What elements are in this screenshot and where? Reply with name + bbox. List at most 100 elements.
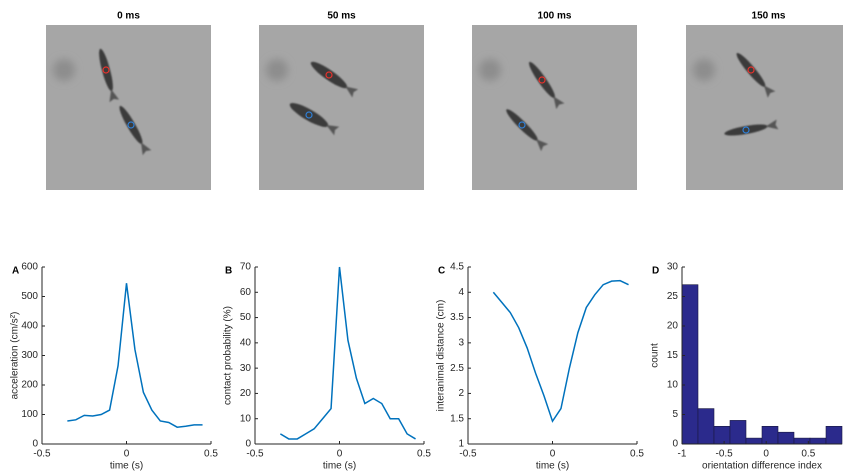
shadow-spot bbox=[479, 59, 501, 81]
fish-tail bbox=[109, 89, 120, 103]
x-axis-label: time (s) bbox=[323, 461, 356, 472]
fish bbox=[736, 52, 776, 98]
fish-body bbox=[99, 48, 113, 92]
y-tick-label: 50 bbox=[240, 312, 252, 323]
x-tick-label: 0.5 bbox=[417, 449, 431, 460]
x-tick-label: 0.5 bbox=[801, 449, 815, 460]
photo-title: 50 ms bbox=[327, 11, 356, 22]
histogram-bar bbox=[681, 284, 699, 445]
x-tick-label: 0 bbox=[763, 449, 769, 460]
x-axis-label: time (s) bbox=[110, 461, 143, 472]
x-tick-label: 0 bbox=[124, 449, 130, 460]
fish-tail bbox=[345, 86, 359, 98]
fish bbox=[310, 61, 359, 98]
y-tick-label: 0 bbox=[32, 439, 38, 450]
fish-body bbox=[528, 61, 556, 99]
histogram-bar bbox=[697, 408, 715, 445]
panel-label: A bbox=[12, 266, 19, 277]
shadow-spot bbox=[693, 59, 715, 81]
y-tick-label: 500 bbox=[21, 291, 38, 302]
fish-body bbox=[506, 109, 538, 141]
x-tick-label: -0.5 bbox=[246, 449, 264, 460]
y-tick-label: 30 bbox=[240, 363, 252, 374]
fish-tail bbox=[553, 96, 565, 110]
fish bbox=[506, 109, 549, 152]
fish-tail bbox=[765, 119, 779, 130]
fish-body bbox=[724, 124, 768, 136]
y-tick-label: 25 bbox=[667, 291, 679, 302]
x-tick-label: 0.5 bbox=[630, 449, 644, 460]
x-tick-label: -1 bbox=[678, 449, 687, 460]
x-axis-label: time (s) bbox=[536, 461, 569, 472]
chart: 1 1.5 2 2.5 3 3.5 4 4.5 -0.5 0 0.5 time (s) interani… bbox=[436, 262, 645, 472]
y-tick-label: 4 bbox=[458, 287, 464, 298]
y-tick-label: 10 bbox=[240, 413, 252, 424]
fish-tail bbox=[763, 85, 776, 98]
y-tick-label: 40 bbox=[240, 337, 252, 348]
y-axis-label: count bbox=[650, 343, 661, 368]
y-tick-label: 20 bbox=[240, 388, 252, 399]
data-line bbox=[492, 279, 629, 423]
y-axis-label: contact probability (%) bbox=[223, 306, 234, 405]
y-tick-label: 0 bbox=[245, 439, 251, 450]
photo-background bbox=[259, 25, 424, 190]
tracking-marker bbox=[127, 121, 135, 129]
fish-body bbox=[289, 103, 329, 127]
fish bbox=[119, 105, 152, 156]
fish-body bbox=[310, 61, 348, 89]
y-tick-label: 5 bbox=[672, 409, 678, 420]
photo-background bbox=[46, 25, 211, 190]
histogram-bar bbox=[793, 437, 811, 445]
histogram-bar bbox=[825, 425, 843, 445]
y-tick-label: 3 bbox=[458, 337, 464, 348]
histogram-bar bbox=[729, 420, 747, 445]
y-tick-label: 600 bbox=[21, 262, 38, 273]
tracking-marker bbox=[305, 111, 313, 119]
photo-panel bbox=[472, 25, 637, 190]
photo-title: 150 ms bbox=[752, 11, 786, 22]
photo-panel bbox=[686, 25, 843, 190]
shadow-spot bbox=[53, 59, 75, 81]
y-tick-label: 4.5 bbox=[450, 262, 464, 273]
y-tick-label: 200 bbox=[21, 380, 38, 391]
fish bbox=[289, 103, 340, 136]
photo-panel bbox=[46, 25, 211, 190]
y-tick-label: 30 bbox=[667, 262, 679, 273]
y-tick-label: 300 bbox=[21, 350, 38, 361]
y-tick-label: 400 bbox=[21, 321, 38, 332]
fish-tail bbox=[536, 139, 549, 152]
y-axis-label: acceleration (cm/s²) bbox=[10, 312, 21, 400]
y-tick-label: 2.5 bbox=[450, 363, 464, 374]
x-tick-label: 0 bbox=[337, 449, 343, 460]
photo-title: 0 ms bbox=[117, 11, 140, 22]
tracking-marker bbox=[518, 121, 526, 129]
photo-title: 100 ms bbox=[538, 11, 572, 22]
tracking-marker bbox=[102, 66, 110, 74]
y-tick-label: 100 bbox=[21, 409, 38, 420]
y-axis-label: interanimal distance (cm) bbox=[436, 300, 447, 412]
shadow-spot bbox=[266, 59, 288, 81]
photo-background bbox=[686, 25, 843, 190]
fish-tail bbox=[141, 142, 152, 156]
photo-row bbox=[46, 25, 843, 190]
y-tick-label: 10 bbox=[667, 380, 679, 391]
x-tick-label: -0.5 bbox=[459, 449, 477, 460]
panel-label: C bbox=[438, 266, 445, 277]
y-tick-label: 70 bbox=[240, 262, 252, 273]
fish-body bbox=[119, 105, 143, 145]
y-tick-label: 0 bbox=[672, 439, 678, 450]
y-tick-label: 60 bbox=[240, 287, 252, 298]
histogram-bar bbox=[761, 425, 779, 445]
y-tick-label: 1.5 bbox=[450, 413, 464, 424]
tracking-marker bbox=[747, 66, 755, 74]
photo-background bbox=[472, 25, 637, 190]
y-tick-label: 1 bbox=[458, 439, 464, 450]
histogram-bar bbox=[809, 437, 827, 445]
y-tick-label: 2 bbox=[458, 388, 464, 399]
x-axis-label: orientation difference index bbox=[702, 461, 822, 472]
